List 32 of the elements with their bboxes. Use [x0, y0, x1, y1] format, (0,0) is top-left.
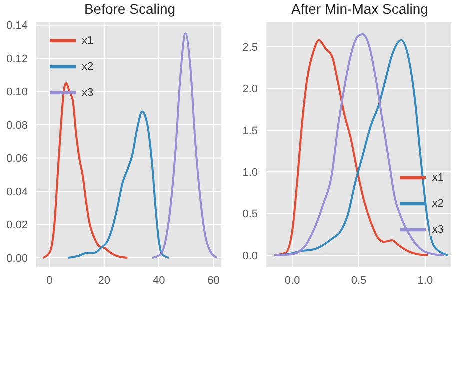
- y-tick-label: 0.06: [6, 153, 28, 166]
- y-tick-label: 0.00: [6, 252, 28, 265]
- y-tick-label: 1.5: [242, 125, 258, 138]
- x-tick-label: 1.0: [418, 274, 434, 287]
- legend-label: x1: [80, 34, 96, 47]
- line-series: [152, 32, 218, 260]
- legend-label: x3: [80, 86, 96, 99]
- chart-title: Before Scaling: [83, 1, 177, 17]
- x-tick-label: 40: [152, 274, 166, 287]
- line-series: [67, 110, 170, 260]
- y-tick-label: 2.0: [242, 84, 258, 96]
- legend-label: x1: [430, 172, 446, 184]
- y-tick-label: 2.5: [242, 42, 258, 54]
- y-tick-label: 0.10: [6, 86, 28, 99]
- x-tick-label: 0.0: [284, 274, 300, 287]
- chart-title: After Min-Max Scaling: [290, 1, 430, 17]
- y-tick-label: 0.08: [6, 120, 28, 132]
- legend-label: x2: [430, 198, 446, 210]
- legend-label: x2: [80, 60, 96, 73]
- x-tick-label: 20: [98, 274, 111, 287]
- y-tick-label: 1.0: [242, 167, 258, 180]
- legend-label: x3: [430, 224, 446, 236]
- y-tick-label: 0.02: [6, 220, 28, 232]
- x-tick-label: 0: [46, 274, 53, 287]
- x-tick-label: 0.5: [351, 274, 367, 287]
- y-tick-label: 0.12: [6, 53, 28, 66]
- line-series: [42, 82, 129, 260]
- x-tick-label: 60: [208, 274, 220, 287]
- y-tick-label: 0.5: [242, 208, 258, 221]
- y-tick-label: 0.14: [6, 20, 28, 32]
- y-tick-label: 0.0: [242, 250, 258, 262]
- y-tick-label: 0.04: [6, 186, 28, 198]
